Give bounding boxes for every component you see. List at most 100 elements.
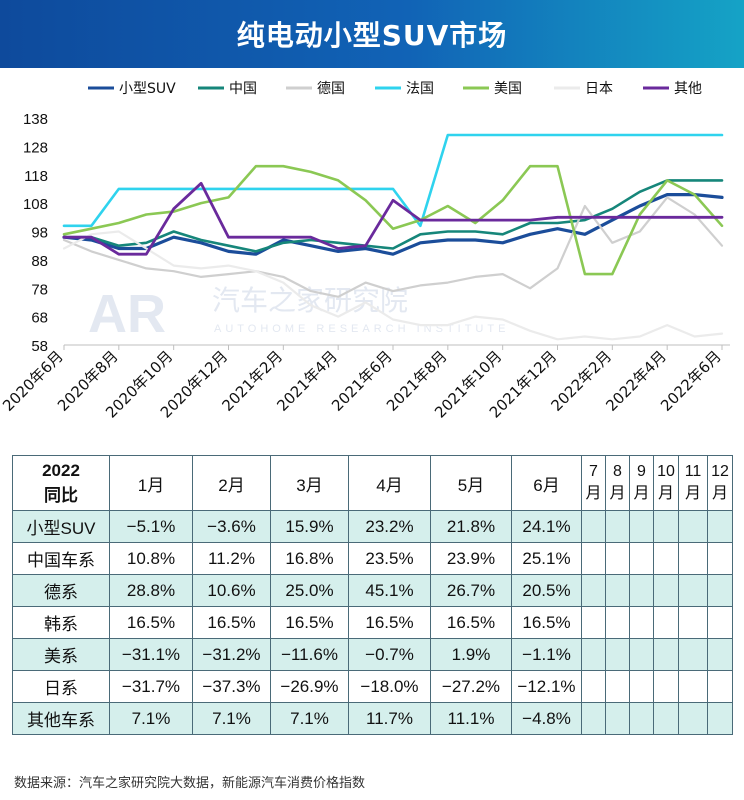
- table-cell: 23.9%: [430, 542, 512, 575]
- table-cell: 20.5%: [511, 574, 582, 607]
- table-cell: 28.8%: [109, 574, 193, 607]
- table-cell: −31.7%: [109, 670, 193, 703]
- table-cell-empty: [707, 606, 733, 639]
- table-row: 小型SUV −5.1% −3.6% 15.9% 23.2% 21.8% 24.1%: [12, 510, 733, 543]
- month-unit: 月: [633, 485, 650, 502]
- table-cell-empty: [678, 510, 708, 543]
- table-cell-empty: [581, 670, 606, 703]
- month-header: 1月: [109, 455, 193, 511]
- series-line-3: [62, 196, 724, 298]
- table-cell: 10.6%: [192, 574, 271, 607]
- table-cell-empty: [678, 574, 708, 607]
- y-tick-label: 138: [23, 111, 48, 128]
- table-cell-empty: [707, 510, 733, 543]
- header-banner: 纯电动小型SUV市场: [0, 0, 744, 68]
- series-line-5: [62, 164, 724, 276]
- row-label: 小型SUV: [12, 510, 110, 543]
- page-title: 纯电动小型SUV市场: [236, 19, 508, 52]
- table-cell-empty: [678, 606, 708, 639]
- table-cell: 1.9%: [430, 638, 512, 671]
- y-tick-label: 118: [24, 168, 48, 185]
- legend-label: 其他: [674, 81, 702, 97]
- table-cell: −4.8%: [511, 702, 582, 735]
- table-row: 日系 −31.7% −37.3% −26.9% −18.0% −27.2% −12.1%: [12, 670, 733, 703]
- y-tick-label: 98: [31, 225, 48, 242]
- table-row: 中国车系 10.8% 11.2% 16.8% 23.5% 23.9% 25.1%: [12, 542, 733, 575]
- table-cell: 16.5%: [511, 606, 582, 639]
- table-cell: −37.3%: [192, 670, 271, 703]
- y-tick-label: 58: [31, 338, 48, 355]
- month-number: 7: [589, 463, 598, 480]
- table-cell: −31.2%: [192, 638, 271, 671]
- table-cell-empty: [605, 574, 630, 607]
- series-line-7: [62, 181, 724, 256]
- yoy-table: 2022 同比 1月 2月 3月 4月 5月 6月 7 月 8 月 9 月 10 月 11 月 12 月小型SUV −5…: [12, 455, 733, 735]
- corner-year: 2022: [42, 460, 80, 480]
- table-cell: −26.9%: [270, 670, 349, 703]
- table-cell-empty: [707, 702, 733, 735]
- table-cell: 16.5%: [270, 606, 349, 639]
- month-number: 11: [684, 463, 702, 480]
- table-cell-empty: [605, 606, 630, 639]
- table-cell-empty: [629, 606, 654, 639]
- table-cell: 16.8%: [270, 542, 349, 575]
- month-header-empty: 10 月: [653, 455, 679, 511]
- table-cell-empty: [678, 702, 708, 735]
- yoy-table-wrap: 2022 同比 1月 2月 3月 4月 5月 6月 7 月 8 月 9 月 10 月 11 月 12 月小型SUV −5…: [12, 455, 733, 735]
- table-cell: −0.7%: [348, 638, 431, 671]
- line-chart: AR 汽车之家研究院 AUTOHOME RESEARCH INSTITUTE 58 68…: [0, 81, 730, 422]
- table-cell-empty: [629, 638, 654, 671]
- table-cell: 24.1%: [511, 510, 582, 543]
- table-cell-empty: [678, 670, 708, 703]
- month-unit: 月: [711, 485, 728, 502]
- month-unit: 月: [585, 485, 602, 502]
- table-cell: 16.5%: [192, 606, 271, 639]
- table-cell: 11.7%: [348, 702, 431, 735]
- table-cell-empty: [653, 638, 679, 671]
- row-label: 德系: [12, 574, 110, 607]
- series-line-2: [62, 179, 724, 253]
- month-number: 8: [613, 463, 622, 480]
- table-cell-empty: [581, 574, 606, 607]
- table-cell-empty: [653, 510, 679, 543]
- month-unit: 月: [657, 485, 674, 502]
- table-cell: 16.5%: [348, 606, 431, 639]
- month-header: 5月: [430, 455, 512, 511]
- table-cell: −27.2%: [430, 670, 512, 703]
- table-cell-empty: [707, 638, 733, 671]
- watermark-en: AUTOHOME RESEARCH INSTITUTE: [214, 323, 509, 335]
- watermark-cn: 汽车之家研究院: [212, 284, 408, 317]
- row-label: 其他车系: [12, 702, 110, 735]
- table-cell: 7.1%: [109, 702, 193, 735]
- table-cell: 25.0%: [270, 574, 349, 607]
- month-number: 9: [637, 463, 646, 480]
- table-cell: 23.2%: [348, 510, 431, 543]
- table-cell-empty: [629, 510, 654, 543]
- month-header: 2月: [192, 455, 271, 511]
- month-number: 12: [711, 463, 729, 480]
- table-cell-empty: [629, 670, 654, 703]
- table-cell: −3.6%: [192, 510, 271, 543]
- table-cell-empty: [605, 510, 630, 543]
- month-header: 6月: [511, 455, 582, 511]
- table-cell: −31.1%: [109, 638, 193, 671]
- month-header-empty: 12 月: [707, 455, 733, 511]
- table-cell: 26.7%: [430, 574, 512, 607]
- row-label: 日系: [12, 670, 110, 703]
- table-cell-empty: [581, 638, 606, 671]
- table-cell-empty: [629, 702, 654, 735]
- table-cell-empty: [678, 638, 708, 671]
- table-cell: 15.9%: [270, 510, 349, 543]
- table-cell: 10.8%: [109, 542, 193, 575]
- table-cell-empty: [707, 574, 733, 607]
- table-row: 德系 28.8% 10.6% 25.0% 45.1% 26.7% 20.5%: [12, 574, 733, 607]
- table-cell: 21.8%: [430, 510, 512, 543]
- legend-label: 美国: [494, 81, 522, 97]
- month-unit: 月: [609, 485, 626, 502]
- table-cell: −11.6%: [270, 638, 349, 671]
- row-label: 美系: [12, 638, 110, 671]
- series-line-1: [62, 192, 724, 256]
- table-cell-empty: [653, 670, 679, 703]
